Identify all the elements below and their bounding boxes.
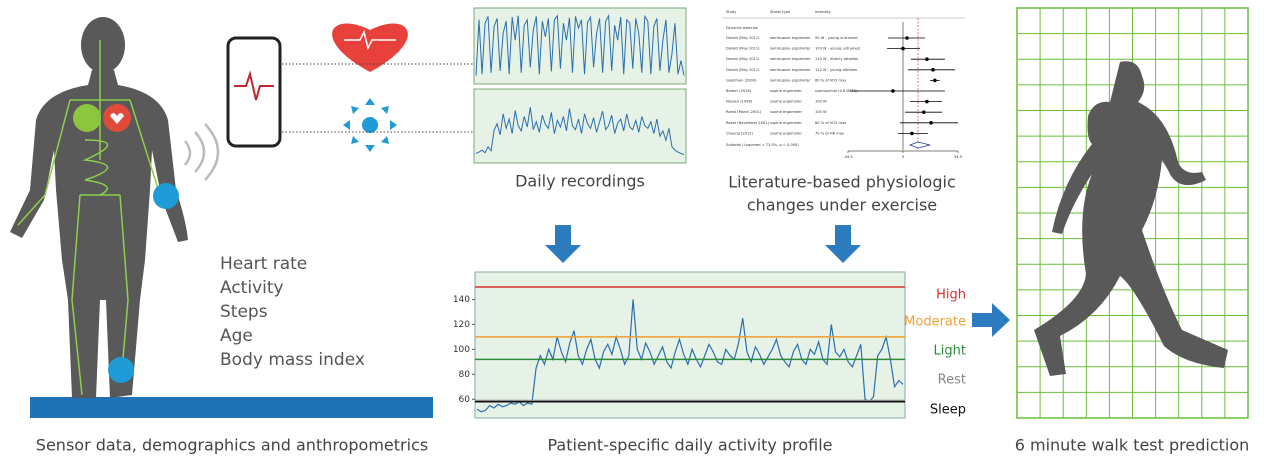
forest-stress: semisupine ergometer xyxy=(770,78,811,82)
forest-stress: supine ergometer xyxy=(770,89,802,93)
estimate xyxy=(929,121,933,125)
forest-group: Dynamic exercise xyxy=(726,26,759,30)
ankle-sensor xyxy=(108,357,134,383)
estimate xyxy=(901,46,905,51)
lungs-icon xyxy=(73,104,101,132)
forest-study: Roest (March 2001) xyxy=(726,110,762,114)
left-caption: Sensor data, demographics and anthropome… xyxy=(36,436,428,455)
estimate xyxy=(910,131,914,136)
estimate xyxy=(925,99,929,104)
feature: Heart rate xyxy=(220,254,307,274)
forest-stress: semisupine ergometer xyxy=(770,36,811,40)
wrist-sensor xyxy=(153,183,179,209)
forest-header: Intensity xyxy=(815,10,832,14)
estimate xyxy=(925,57,929,61)
wireless-waves xyxy=(184,123,220,181)
chart-caption: Patient-specific daily activity profile xyxy=(547,436,832,455)
forest-study: Donati (May 2011) xyxy=(726,68,760,72)
forest-intensity: 100 W xyxy=(815,100,827,104)
threshold-label: Moderate xyxy=(904,315,966,330)
feature: Body mass index xyxy=(220,350,365,370)
forest-stress: supine ergometer xyxy=(770,121,802,125)
recordings-caption: Daily recordings xyxy=(515,172,645,191)
recording-line xyxy=(475,107,685,156)
threshold-label: Light xyxy=(934,344,966,359)
forest-study: Barber (2016) xyxy=(726,89,752,93)
body-figure xyxy=(10,17,188,398)
y-tick-label: 60 xyxy=(459,395,471,405)
activity-line xyxy=(476,299,904,413)
estimate xyxy=(931,68,935,72)
forest-intensity: 110 W - elderly athletes xyxy=(815,57,858,61)
forest-stress: semisupine ergometer xyxy=(770,47,811,51)
estimate xyxy=(921,110,926,114)
forest-study: Goodman (2000) xyxy=(726,78,757,82)
recording-box xyxy=(473,7,687,85)
forest-study: Roest (November 2001) xyxy=(726,121,770,125)
forest-intensity: 100 W xyxy=(815,110,827,114)
estimate xyxy=(891,89,895,93)
forest-subtotal: Subtotal (I-squared = 73.0%, p = 0.000) xyxy=(726,143,799,147)
forest-stress: supine ergometer xyxy=(770,131,802,135)
feature: Activity xyxy=(220,278,284,298)
estimate xyxy=(933,78,937,83)
forest-study: Donati (May 2011) xyxy=(726,47,760,51)
forest-tick-label: 34.5 xyxy=(954,155,962,159)
body-lines xyxy=(17,40,161,396)
arrow-down xyxy=(825,225,861,263)
y-tick-label: 100 xyxy=(453,345,470,355)
forest-tick-label: 0 xyxy=(902,155,905,159)
y-tick-label: 120 xyxy=(453,320,470,330)
forest-intensity: 122 W - young athletes xyxy=(815,68,857,72)
forest-stress: supine ergometer xyxy=(770,100,802,104)
floor xyxy=(30,397,433,418)
forest-stress: semisupine ergometer xyxy=(770,57,811,61)
phone-ecg xyxy=(234,70,274,101)
recording-line xyxy=(475,13,685,76)
pooled-diamond xyxy=(909,141,931,149)
heart-big xyxy=(332,23,408,72)
literature-caption: changes under exercise xyxy=(747,196,937,215)
forest-stress: supine ergometer xyxy=(770,110,802,114)
activity-icon xyxy=(343,98,397,152)
heart-shape xyxy=(110,113,124,124)
estimate xyxy=(905,36,909,40)
forest-header: Study xyxy=(726,10,737,14)
forest-intensity: 90 W - young untrained xyxy=(815,36,858,40)
forest-intensity: submaximal (4.8 METS) xyxy=(815,89,858,93)
feature: Age xyxy=(220,326,253,346)
threshold-label: High xyxy=(936,288,966,303)
y-tick-label: 80 xyxy=(459,370,471,380)
threshold-label: Sleep xyxy=(930,403,966,418)
forest-intensity: 80 % of VO2 max xyxy=(815,121,847,125)
forest-study: Nassen (1998) xyxy=(726,100,753,104)
heart-ecg xyxy=(344,29,396,51)
plot-area xyxy=(474,271,906,419)
forest-intensity: 103 W - young untrained xyxy=(815,47,860,51)
forest-stress: semisupine ergometer xyxy=(770,68,811,72)
forest-intensity: 60 % of VO2 max xyxy=(815,78,847,82)
arrow-down xyxy=(545,225,581,263)
literature-caption: Literature-based physiologic xyxy=(728,173,955,192)
arrow-right xyxy=(972,303,1010,337)
walker xyxy=(1034,61,1228,376)
forest-study: Cheung (2012) xyxy=(726,131,754,135)
forest-study: Donati (May 2011) xyxy=(726,36,760,40)
forest-tick-label: -34.5 xyxy=(843,155,852,159)
forest-intensity: 70 % of HR max xyxy=(815,131,845,135)
walk-caption: 6 minute walk test prediction xyxy=(1015,436,1250,455)
feature: Steps xyxy=(220,302,268,322)
y-tick-label: 140 xyxy=(453,295,470,305)
forest-study: Donati (May 2011) xyxy=(726,57,760,61)
threshold-label: Rest xyxy=(938,373,966,388)
forest-header: Stress type xyxy=(770,10,791,14)
